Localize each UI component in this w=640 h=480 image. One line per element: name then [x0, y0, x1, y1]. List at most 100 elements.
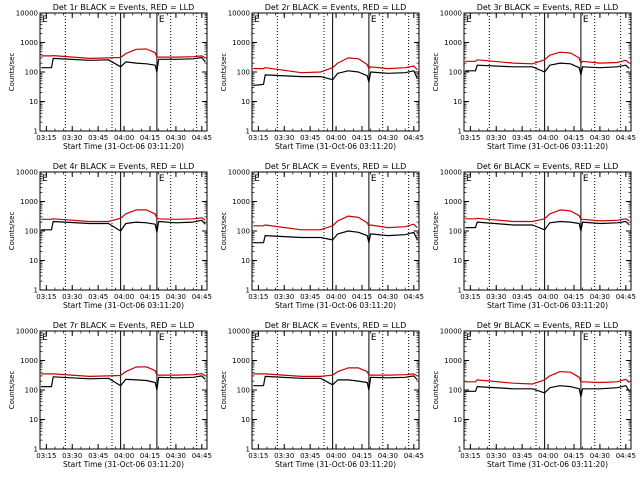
- x-tick-label: 04:15: [352, 134, 372, 142]
- y-axis-label: Counts/sec: [432, 371, 440, 410]
- event-marker-label: E: [254, 333, 260, 343]
- panel-title: Det 4r BLACK = Events, RED = LLD: [53, 162, 195, 171]
- x-tick-label: 04:15: [352, 293, 372, 301]
- x-tick-label: 04:15: [352, 452, 372, 460]
- series-lld-line: [41, 209, 206, 223]
- y-tick-label: 10: [241, 98, 250, 106]
- series-events-line: [253, 70, 418, 86]
- y-tick-label: 10000: [228, 10, 250, 18]
- x-tick-label: 04:00: [326, 134, 346, 142]
- x-tick-label: 04:45: [192, 293, 212, 301]
- x-tick-label: 04:45: [192, 452, 212, 460]
- x-tick-label: 03:45: [300, 452, 320, 460]
- event-marker-label: E: [583, 174, 589, 184]
- x-tick-label: 03:45: [300, 293, 320, 301]
- y-tick-label: 100: [449, 387, 462, 395]
- x-axis-label: Start Time (31-Oct-06 03:11:20): [275, 301, 396, 310]
- y-tick-label: 1000: [20, 357, 38, 365]
- x-tick-label: 03:30: [486, 134, 506, 142]
- y-tick-label: 10000: [440, 10, 462, 18]
- y-tick-label: 10: [29, 98, 38, 106]
- y-tick-label: 100: [237, 228, 250, 236]
- y-tick-label: 10: [29, 416, 38, 424]
- event-marker-label: E: [159, 15, 165, 25]
- y-axis-label: Counts/sec: [220, 212, 228, 251]
- y-tick-label: 100: [25, 69, 38, 77]
- y-axis-label: Counts/sec: [220, 371, 228, 410]
- x-tick-label: 03:15: [248, 293, 268, 301]
- x-tick-label: 03:45: [512, 452, 532, 460]
- x-tick-label: 04:15: [140, 293, 160, 301]
- x-tick-label: 04:30: [166, 452, 186, 460]
- x-tick-label: 04:45: [404, 293, 424, 301]
- event-marker-label: E: [583, 333, 589, 343]
- x-tick-label: 04:45: [616, 134, 636, 142]
- y-axis-label: Counts/sec: [8, 53, 16, 92]
- y-tick-label: 10000: [440, 328, 462, 336]
- series-events-line: [465, 62, 630, 76]
- series-lld-line: [41, 48, 206, 60]
- detector-panel-5: Det 5r BLACK = Events, RED = LLD 1 10 100 10…: [220, 162, 424, 310]
- y-tick-label: 1000: [444, 198, 462, 206]
- event-marker-label: E: [159, 174, 165, 184]
- detector-panel-7: Det 7r BLACK = Events, RED = LLD 1 10 100 10…: [8, 321, 212, 469]
- x-tick-label: 03:15: [248, 134, 268, 142]
- x-tick-label: 04:30: [166, 134, 186, 142]
- series-lld-line: [465, 209, 630, 223]
- detector-panel-2: Det 2r BLACK = Events, RED = LLD 1 10 100 10…: [220, 3, 424, 151]
- y-tick-label: 10000: [16, 10, 38, 18]
- y-tick-label: 10: [453, 98, 462, 106]
- panel-title: Det 9r BLACK = Events, RED = LLD: [477, 321, 619, 330]
- y-tick-label: 1: [458, 446, 462, 454]
- y-tick-label: 1: [34, 446, 38, 454]
- x-tick-label: 04:45: [192, 134, 212, 142]
- x-tick-label: 03:45: [512, 293, 532, 301]
- x-tick-label: 03:15: [460, 134, 480, 142]
- detector-panel-3: Det 3r BLACK = Events, RED = LLD 1 10 100 10…: [432, 3, 636, 151]
- plot-frame: [251, 171, 420, 291]
- plot-frame: [251, 330, 420, 450]
- series-lld-line: [253, 57, 418, 74]
- y-tick-label: 1: [34, 287, 38, 295]
- x-axis-label: Start Time (31-Oct-06 03:11:20): [487, 142, 608, 151]
- x-tick-label: 04:30: [378, 134, 398, 142]
- x-tick-label: 03:45: [88, 293, 108, 301]
- x-tick-label: 03:30: [274, 452, 294, 460]
- x-tick-label: 03:30: [486, 293, 506, 301]
- y-axis-label: Counts/sec: [432, 53, 440, 92]
- detector-panel-6: Det 6r BLACK = Events, RED = LLD 1 10 100 10…: [432, 162, 636, 310]
- panel-title: Det 3r BLACK = Events, RED = LLD: [477, 3, 619, 12]
- x-tick-label: 03:30: [62, 134, 82, 142]
- x-tick-label: 04:00: [326, 452, 346, 460]
- event-marker-label: E: [371, 174, 377, 184]
- panel-title: Det 2r BLACK = Events, RED = LLD: [265, 3, 407, 12]
- y-tick-label: 100: [449, 228, 462, 236]
- y-tick-label: 1: [246, 446, 250, 454]
- y-tick-label: 1000: [444, 357, 462, 365]
- x-tick-label: 03:15: [36, 452, 56, 460]
- y-tick-label: 1000: [20, 39, 38, 47]
- panel-title: Det 7r BLACK = Events, RED = LLD: [53, 321, 195, 330]
- y-tick-label: 10: [241, 416, 250, 424]
- x-tick-label: 04:30: [378, 452, 398, 460]
- event-marker-label: E: [42, 333, 48, 343]
- y-tick-label: 10: [29, 257, 38, 265]
- x-tick-label: 03:15: [460, 293, 480, 301]
- x-tick-label: 03:30: [62, 452, 82, 460]
- x-axis-label: Start Time (31-Oct-06 03:11:20): [275, 460, 396, 469]
- y-axis-label: Counts/sec: [8, 371, 16, 410]
- x-tick-label: 04:15: [564, 293, 584, 301]
- y-tick-label: 1000: [232, 39, 250, 47]
- series-lld-line: [253, 215, 418, 231]
- x-tick-label: 04:15: [564, 452, 584, 460]
- x-tick-label: 03:15: [248, 452, 268, 460]
- x-tick-label: 04:15: [140, 134, 160, 142]
- panel-title: Det 8r BLACK = Events, RED = LLD: [265, 321, 407, 330]
- y-tick-label: 100: [237, 387, 250, 395]
- panel-title: Det 5r BLACK = Events, RED = LLD: [265, 162, 407, 171]
- y-tick-label: 1000: [20, 198, 38, 206]
- y-axis-label: Counts/sec: [220, 53, 228, 92]
- plot-frame: [463, 171, 632, 291]
- y-tick-label: 1000: [232, 198, 250, 206]
